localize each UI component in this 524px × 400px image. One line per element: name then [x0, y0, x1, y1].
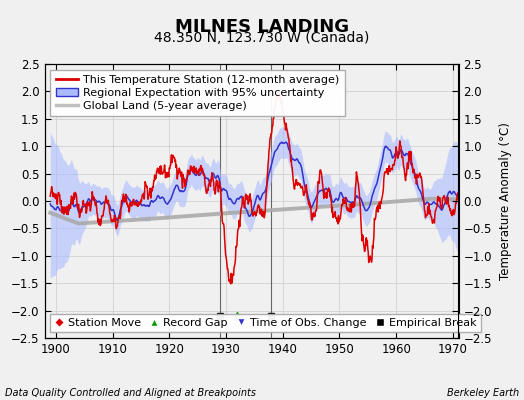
Y-axis label: Temperature Anomaly (°C): Temperature Anomaly (°C)	[499, 122, 512, 280]
Text: MILNES LANDING: MILNES LANDING	[175, 18, 349, 36]
Text: Berkeley Earth: Berkeley Earth	[446, 388, 519, 398]
Text: 48.350 N, 123.730 W (Canada): 48.350 N, 123.730 W (Canada)	[154, 31, 370, 45]
Text: Data Quality Controlled and Aligned at Breakpoints: Data Quality Controlled and Aligned at B…	[5, 388, 256, 398]
Legend: Station Move, Record Gap, Time of Obs. Change, Empirical Break: Station Move, Record Gap, Time of Obs. C…	[50, 314, 481, 332]
